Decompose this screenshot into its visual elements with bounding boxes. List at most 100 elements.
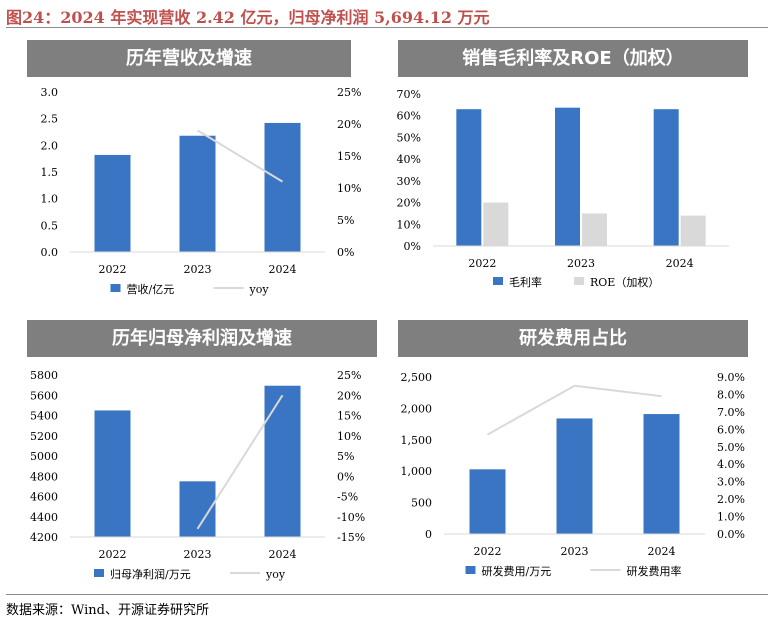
bar-secondary (483, 202, 509, 246)
y-tick-right: 0.0% (717, 528, 745, 541)
bar-secondary (680, 215, 706, 246)
x-tick-label: 2023 (567, 257, 595, 270)
y-tick-left: 3.0 (41, 86, 59, 99)
y-tick-right: -10% (337, 511, 365, 524)
y-tick-right: 20% (337, 389, 361, 402)
y-tick-left: 2.5 (41, 113, 59, 126)
bar-primary (456, 109, 482, 246)
revenue-chart: 0.0 0.5 1.0 1.5 2.0 2.5 3.0 0% 5% 10% 15% 20% 25% 202… (41, 86, 362, 296)
legend-label: 研发费用/万元 (482, 564, 552, 578)
y-tick-left: 40% (397, 153, 421, 166)
y-tick-right: 0% (337, 246, 354, 259)
bar-primary (94, 410, 131, 537)
y-tick-left: 5800 (30, 369, 58, 382)
top-rule (6, 27, 768, 28)
legend-swatch (110, 284, 121, 292)
y-tick-left: 5400 (30, 410, 58, 423)
bar-primary (94, 154, 131, 252)
y-tick-left: 50% (397, 131, 421, 144)
bar-primary (469, 469, 506, 534)
y-tick-right: 15% (337, 410, 361, 423)
net-profit-chart: 4200 4400 4600 4800 5000 5200 5400 5600 5800 -15%… (30, 369, 365, 581)
x-tick-label: 2023 (184, 548, 212, 561)
source-note: 数据来源：Wind、开源证券研究所 (6, 603, 209, 618)
y-tick-left: 2,500 (401, 371, 433, 384)
y-tick-right: 10% (337, 430, 361, 443)
y-tick-left: 0.0 (41, 246, 59, 259)
bar-primary (643, 414, 680, 534)
y-tick-left: 4400 (30, 511, 58, 524)
legend-swatch (94, 569, 104, 577)
y-tick-right: 5% (337, 450, 354, 463)
bar-primary (556, 418, 593, 534)
panel-title-net-profit: 历年归母净利润及增速 (27, 320, 377, 357)
legend-swatch (465, 566, 476, 574)
y-tick-right: -5% (337, 491, 358, 504)
y-tick-right: 20% (337, 118, 361, 131)
x-tick-label: 2024 (269, 548, 297, 561)
y-tick-left: 2.0 (41, 139, 59, 152)
y-tick-left: 500 (411, 497, 432, 510)
x-tick-label: 2023 (561, 545, 589, 558)
y-tick-left: 0 (425, 528, 432, 541)
y-tick-right: 2.0% (717, 493, 745, 506)
panel-title-revenue: 历年营收及增速 (27, 40, 351, 77)
y-tick-left: 2,000 (401, 402, 433, 415)
y-tick-left: 30% (397, 175, 421, 188)
y-tick-right: 0% (337, 470, 354, 483)
bar-primary (653, 109, 679, 246)
y-tick-right: 1.0% (717, 511, 745, 524)
y-tick-left: 1.5 (41, 166, 59, 179)
y-tick-left: 0.5 (41, 219, 59, 232)
y-tick-left: 5200 (30, 430, 58, 443)
y-tick-left: 4200 (30, 531, 58, 544)
y-tick-right: 8.0% (717, 388, 745, 401)
line-series (487, 384, 662, 436)
legend-label: ROE（加权） (590, 276, 659, 289)
y-tick-right: 25% (337, 369, 361, 382)
y-tick-left: 1.0 (41, 193, 59, 206)
bar-primary (264, 122, 301, 252)
bar-primary (264, 385, 301, 537)
y-tick-right: 4.0% (717, 458, 745, 471)
figure-title: 图24：2024 年实现营收 2.42 亿元，归母净利润 5,694.12 万元 (6, 8, 490, 27)
legend-label: 营收/亿元 (127, 282, 175, 296)
x-tick-label: 2024 (666, 257, 694, 270)
x-tick-label: 2022 (474, 545, 502, 558)
y-tick-left: 1,500 (401, 434, 433, 447)
x-tick-label: 2022 (99, 263, 127, 276)
x-tick-label: 2024 (269, 263, 297, 276)
bottom-rule (6, 594, 768, 595)
y-tick-right: 5.0% (717, 441, 745, 454)
x-tick-label: 2024 (648, 545, 676, 558)
y-tick-right: 9.0% (717, 371, 745, 384)
y-tick-right: 5% (337, 214, 354, 227)
bar-primary (555, 107, 580, 247)
line-series (196, 129, 284, 183)
y-tick-right: 10% (337, 182, 361, 195)
y-tick-right: 6.0% (717, 423, 745, 436)
line-series (196, 394, 284, 530)
panel-title-rd-ratio: 研发费用占比 (398, 320, 748, 357)
y-tick-left: 20% (397, 197, 421, 210)
legend-swatch (574, 277, 584, 285)
legend-label: yoy (265, 568, 286, 581)
y-tick-left: 70% (397, 88, 421, 101)
x-tick-label: 2022 (468, 257, 496, 270)
y-tick-right: 25% (337, 86, 361, 99)
legend-swatch (493, 277, 503, 285)
y-tick-left: 4600 (30, 491, 58, 504)
bar-secondary (582, 213, 607, 246)
rd-ratio-chart: 0 500 1,000 1,500 2,000 2,500 0.0% 1.0% 2.0% 3.0%… (401, 371, 745, 578)
y-tick-right: 15% (337, 150, 361, 163)
bar-primary (179, 135, 216, 252)
x-tick-label: 2022 (99, 548, 127, 561)
y-tick-left: 1,000 (401, 465, 433, 478)
x-tick-label: 2023 (184, 263, 212, 276)
y-tick-left: 0% (404, 240, 421, 253)
legend-label: yoy (249, 283, 270, 296)
y-tick-left: 60% (397, 110, 421, 123)
y-tick-left: 10% (397, 218, 421, 231)
panel-title-margin-roe: 销售毛利率及ROE（加权） (398, 40, 748, 77)
legend-label: 归母净利润/万元 (110, 567, 191, 581)
